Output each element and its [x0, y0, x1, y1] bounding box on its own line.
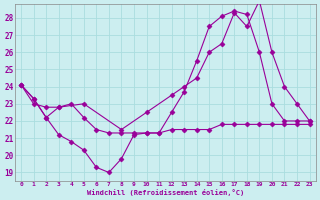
X-axis label: Windchill (Refroidissement éolien,°C): Windchill (Refroidissement éolien,°C) — [87, 189, 244, 196]
